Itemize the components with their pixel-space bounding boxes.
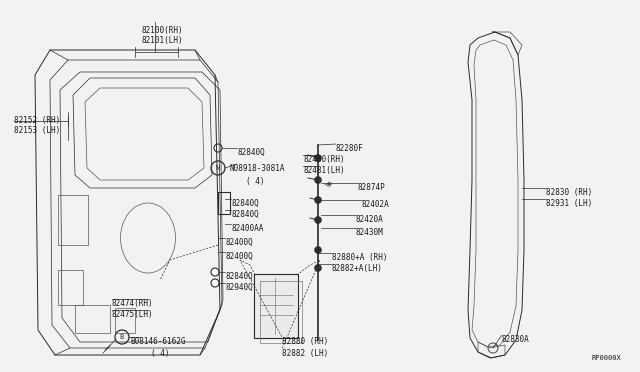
Text: 82874P: 82874P (358, 183, 386, 192)
Text: 82400AA: 82400AA (231, 224, 264, 233)
Text: 82840Q: 82840Q (231, 199, 259, 208)
Circle shape (211, 279, 219, 287)
Text: N: N (216, 165, 220, 171)
Text: RP0000X: RP0000X (591, 355, 621, 361)
Circle shape (314, 154, 321, 161)
Circle shape (314, 176, 321, 183)
Text: 82931 (LH): 82931 (LH) (546, 199, 592, 208)
Bar (218, 192, 230, 214)
Text: 82100(RH): 82100(RH) (142, 26, 184, 35)
Text: N08918-3081A: N08918-3081A (230, 164, 285, 173)
Text: 82420A: 82420A (356, 215, 384, 224)
Text: 82400Q: 82400Q (225, 238, 253, 247)
Text: 82475(LH): 82475(LH) (112, 310, 154, 319)
Text: 82940Q: 82940Q (225, 283, 253, 292)
Text: 82280F: 82280F (336, 144, 364, 153)
Text: 82882+A(LH): 82882+A(LH) (332, 264, 383, 273)
Text: ( 4): ( 4) (246, 177, 264, 186)
Text: 82840Q: 82840Q (231, 210, 259, 219)
Circle shape (211, 268, 219, 276)
Bar (58, 195, 88, 245)
Text: 82481(LH): 82481(LH) (303, 166, 344, 175)
Text: ( 4): ( 4) (151, 349, 170, 358)
Text: 82402A: 82402A (362, 200, 390, 209)
Text: 82880+A (RH): 82880+A (RH) (332, 253, 387, 262)
Text: B: B (120, 334, 124, 340)
Circle shape (314, 196, 321, 203)
Text: 82430M: 82430M (356, 228, 384, 237)
Bar (75, 305, 110, 333)
Circle shape (314, 264, 321, 272)
Text: 82830A: 82830A (502, 335, 530, 344)
Circle shape (314, 217, 321, 224)
Text: 82153 (LH): 82153 (LH) (14, 126, 60, 135)
Text: 82152 (RH): 82152 (RH) (14, 116, 60, 125)
Text: 82840Q: 82840Q (225, 272, 253, 281)
Text: 82830 (RH): 82830 (RH) (546, 188, 592, 197)
FancyBboxPatch shape (254, 274, 298, 338)
Text: 82101(LH): 82101(LH) (142, 36, 184, 45)
Text: 82474(RH): 82474(RH) (112, 299, 154, 308)
Text: 82840Q: 82840Q (237, 148, 265, 157)
Bar (115, 308, 135, 333)
Text: 82880 (RH): 82880 (RH) (282, 337, 328, 346)
Text: 82882 (LH): 82882 (LH) (282, 349, 328, 358)
Circle shape (214, 144, 222, 152)
Text: 82400Q: 82400Q (225, 252, 253, 261)
Bar (58, 270, 83, 305)
Text: B08146-6162G: B08146-6162G (130, 337, 186, 346)
Text: 82480(RH): 82480(RH) (303, 155, 344, 164)
Circle shape (314, 247, 321, 253)
